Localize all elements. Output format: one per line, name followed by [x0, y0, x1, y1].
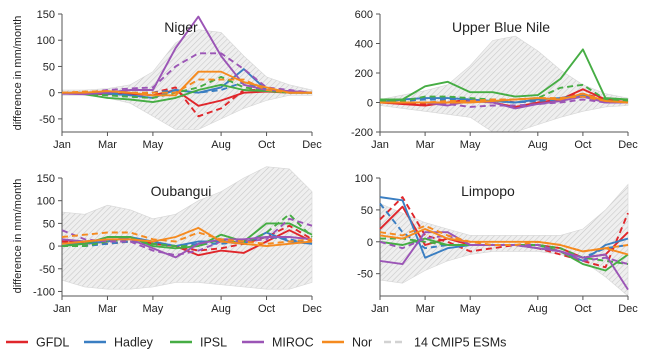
ensemble-band	[379, 35, 629, 133]
x-tick-label: Oct	[574, 303, 591, 315]
y-tick-label: 50	[361, 205, 373, 217]
series-nor-solid	[379, 228, 629, 256]
series-nor-solid	[61, 226, 313, 248]
y-tick-label: -100	[33, 286, 55, 298]
legend-label-gfdl: GFDL	[36, 336, 69, 350]
series-nor-solid	[62, 70, 312, 97]
series-miroc-dashed	[61, 217, 313, 257]
y-tick-label: 600	[355, 9, 373, 21]
y-tick-label: -200	[351, 127, 373, 139]
y-tick-label: -50	[357, 269, 373, 281]
x-tick-label: May	[460, 303, 481, 315]
series-ipsl-solid	[61, 222, 313, 250]
ensemble-band	[61, 166, 313, 290]
panel-niger-ylabel: difference in mm/month	[12, 16, 24, 131]
x-tick-label: Jan	[371, 139, 389, 151]
x-tick-label: Jan	[53, 139, 71, 151]
x-tick-label: Aug	[211, 303, 231, 315]
x-tick-label: Mar	[98, 139, 117, 151]
ensemble-band	[61, 29, 313, 130]
legend-label-miroc: MIROC	[272, 336, 314, 350]
y-tick-label: 100	[37, 196, 55, 208]
x-tick-label: Jan	[53, 303, 71, 315]
x-tick-label: Mar	[416, 139, 435, 151]
y-tick-label: 100	[355, 173, 373, 185]
panel-limpopo-title: Limpopo	[461, 183, 515, 199]
series-ipsl-dashed	[62, 213, 313, 248]
x-tick-label: Dec	[302, 139, 322, 151]
panel-oubangui-title: Oubangui	[151, 183, 212, 199]
x-tick-label: Oct	[258, 303, 275, 315]
y-tick-label: 100	[37, 35, 55, 47]
y-tick-label: -50	[39, 264, 55, 276]
legend-label-cmip5: 14 CMIP5 ESMs	[414, 336, 506, 350]
x-tick-label: May	[143, 303, 164, 315]
panel-upper-blue-nile: -200 0 200 400 600 Jan Mar May Aug Oct Dec Upper Bl…	[351, 9, 638, 151]
x-tick-label: May	[460, 139, 481, 151]
y-tick-label: 50	[43, 218, 55, 230]
y-tick-label: 150	[37, 173, 55, 185]
legend-label-nor: Nor	[352, 336, 372, 350]
y-tick-label: 0	[49, 88, 55, 100]
panel-limpopo: -50 0 50 100 Jan Mar May Aug Oct Dec Limpopo	[355, 173, 639, 315]
panel-oubangui-ylabel: difference in mm/month	[12, 179, 24, 294]
series-hadley-dashed	[62, 236, 313, 248]
y-tick-label: 150	[37, 9, 55, 21]
y-tick-label: 0	[367, 98, 373, 110]
y-tick-label: 200	[355, 68, 373, 80]
series-miroc-dashed	[379, 234, 629, 266]
x-tick-label: Dec	[618, 139, 638, 151]
y-tick-label: 50	[43, 61, 55, 73]
x-tick-label: Aug	[528, 303, 548, 315]
legend-label-hadley: Hadley	[114, 336, 154, 350]
x-tick-label: Oct	[574, 139, 591, 151]
y-tick-label: 0	[49, 241, 55, 253]
x-tick-label: Aug	[528, 139, 548, 151]
y-tick-label: 400	[355, 39, 373, 51]
panel-niger-title: Niger	[164, 19, 198, 35]
x-tick-label: Aug	[211, 139, 231, 151]
panel-upper-blue-nile-title: Upper Blue Nile	[452, 19, 550, 35]
x-tick-label: May	[143, 139, 164, 151]
series-gfdl-dashed	[379, 196, 629, 269]
x-tick-label: Jan	[371, 303, 389, 315]
series-nor-solid	[380, 92, 629, 104]
x-tick-label: Oct	[258, 139, 275, 151]
y-tick-label: 0	[367, 237, 373, 249]
x-tick-label: Dec	[618, 303, 638, 315]
series-miroc-solid	[379, 231, 629, 291]
legend: GFDL Hadley IPSL MIROC Nor 14 CMIP5 ESMs	[6, 336, 506, 350]
legend-label-ipsl: IPSL	[200, 336, 227, 350]
series-ipsl-solid	[380, 48, 629, 101]
series-hadley-solid	[379, 94, 629, 104]
series-nor-dashed	[61, 231, 313, 245]
panel-oubangui: difference in mm/month -100 -50 0 50 100 150 J…	[12, 166, 322, 315]
y-tick-label: -50	[39, 114, 55, 126]
x-tick-label: Dec	[302, 303, 322, 315]
x-tick-label: Mar	[416, 303, 435, 315]
panel-niger: difference in mm/month -50 0 50 100 150 Jan Ma…	[12, 9, 322, 151]
x-tick-label: Mar	[98, 303, 117, 315]
